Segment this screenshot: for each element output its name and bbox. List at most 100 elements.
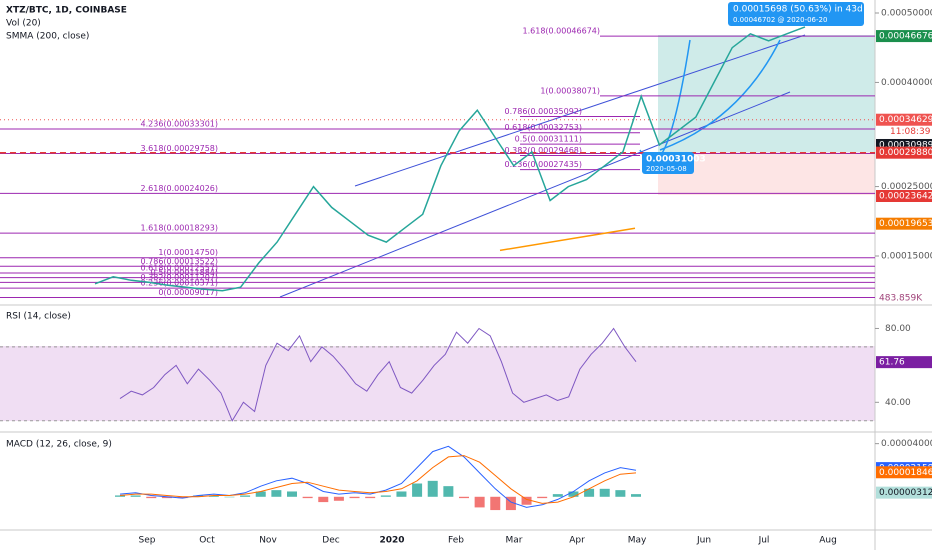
price-tag-label: 0.00001846: [879, 468, 932, 478]
histogram-bar: [505, 496, 516, 511]
price-tag: [876, 486, 932, 499]
fib-label: 0.786(0.00035092): [505, 107, 583, 116]
fib-label: 1.618(0.00018293): [141, 224, 219, 233]
histogram-bar: [365, 496, 376, 499]
price-tag: [876, 30, 932, 43]
price-tag-label: 0.00000312: [879, 488, 932, 498]
fib-label: 4.236(0.00033301): [141, 119, 219, 128]
x-tick-label: Jul: [758, 536, 770, 546]
histogram-bar: [161, 496, 172, 499]
fib-label: 1(0.00038071): [540, 86, 600, 95]
x-tick-label: Apr: [569, 536, 585, 546]
fib-label: 1.618(0.00046674): [523, 27, 601, 36]
price-tag: [876, 189, 932, 202]
symbol: XTZ/BTC, 1D, COINBASE: [6, 6, 127, 16]
x-tick-label: Mar: [506, 536, 523, 546]
signal-line: [119, 455, 637, 504]
histogram-bar: [224, 496, 235, 498]
price-tag: [876, 113, 932, 126]
x-tick-label: Sep: [139, 536, 156, 546]
histogram-bar: [568, 491, 579, 497]
x-tick-label: Oct: [199, 536, 215, 546]
histogram-bar: [584, 488, 595, 497]
fib-label: 2.618(0.00024026): [141, 184, 219, 193]
price-tag-label: 0.00019653: [879, 219, 932, 229]
fib-label: 0.5(0.00031111): [515, 135, 582, 144]
entry-price: 0.00031003: [646, 155, 706, 165]
clock: 11:08:39: [890, 127, 931, 137]
smma-label: SMMA (200, close): [6, 32, 89, 42]
fib-label: 0(0.00009017): [158, 288, 218, 297]
y-tick-label: 0.00050000: [881, 9, 932, 19]
x-tick-label: Jun: [696, 536, 711, 546]
price-tag-label: 0.00029880: [879, 148, 932, 158]
price-tag: [876, 466, 932, 479]
price-tag: [876, 217, 932, 230]
histogram-bar: [302, 496, 313, 499]
fib-label: 0.236(0.00027435): [505, 160, 583, 169]
volume-tag: 483.859K: [879, 294, 923, 304]
measure-box: [728, 2, 864, 26]
histogram-bar: [255, 491, 266, 497]
histogram-bar: [537, 496, 548, 499]
histogram-bar: [552, 494, 563, 497]
histogram-bar: [333, 496, 344, 501]
y-tick-label: 40.00: [885, 398, 911, 408]
histogram-bar: [349, 496, 360, 499]
histogram-bar: [459, 496, 469, 499]
x-tick-label: Dec: [322, 536, 339, 546]
x-tick-label: Nov: [259, 536, 277, 546]
x-tick-label: Aug: [819, 536, 837, 546]
volume-label: Vol (20): [6, 19, 41, 29]
price-tag-label: 0.00023642: [879, 191, 932, 201]
fib-label: 1(0.00014750): [158, 248, 218, 257]
rsi-line: [119, 327, 637, 422]
histogram-bar: [427, 480, 438, 497]
projection-arrow: [659, 39, 781, 151]
entry-box: [642, 152, 694, 174]
histogram-bar: [521, 496, 532, 505]
fib-label: 0.618(0.00032753): [505, 123, 583, 132]
trend-line: [279, 91, 791, 298]
loss-zone: [658, 152, 875, 195]
histogram-bar: [177, 496, 188, 499]
y-tick-label: 0.00040000: [881, 78, 932, 88]
fib-label: 0.236(0.00010371): [141, 279, 219, 288]
histogram-bar: [615, 490, 626, 497]
trend-line: [354, 34, 806, 187]
histogram-bar: [631, 494, 641, 497]
y-tick-label: 0.00025000: [881, 182, 932, 192]
histogram-bar: [287, 491, 297, 497]
price-tag-label: 61.76: [879, 358, 905, 368]
y-tick-label: 80.00: [885, 324, 911, 334]
fib-label: 0.5(0.00011884): [151, 268, 218, 277]
x-tick-label: May: [628, 536, 647, 546]
entry-date: 2020-05-08: [646, 165, 687, 173]
price-tag-label: 0.00030989: [879, 140, 932, 150]
x-tick-label: 2020: [379, 536, 404, 546]
price-tag: [876, 146, 932, 159]
smma-line: [499, 227, 636, 252]
histogram-bar: [599, 488, 610, 497]
x-tick-label: Feb: [448, 536, 464, 546]
histogram-bar: [474, 496, 485, 508]
histogram-bar: [130, 495, 141, 497]
histogram-bar: [490, 496, 501, 511]
histogram-bar: [396, 491, 407, 497]
macd-label: MACD (12, 26, close, 9): [6, 440, 112, 450]
fib-label: 0.786(0.00013522): [141, 257, 219, 266]
histogram-bar: [412, 483, 423, 497]
histogram-bar: [443, 486, 454, 497]
histogram-bar: [146, 496, 157, 499]
histogram-bar: [271, 490, 282, 497]
histogram-bar: [240, 495, 251, 497]
fib-label: 0.618(0.00012557): [141, 263, 219, 272]
rsi-label: RSI (14, close): [6, 312, 71, 322]
measure-text: 0.00015698 (50.63%) in 43d: [733, 5, 863, 15]
price-tag: [876, 356, 932, 369]
fib-label: 0.382(0.00011207): [141, 273, 219, 282]
y-tick-label: 0.00015000: [881, 252, 932, 262]
price-tag-label: 0.00034629: [879, 115, 932, 125]
profit-zone: [658, 35, 875, 152]
